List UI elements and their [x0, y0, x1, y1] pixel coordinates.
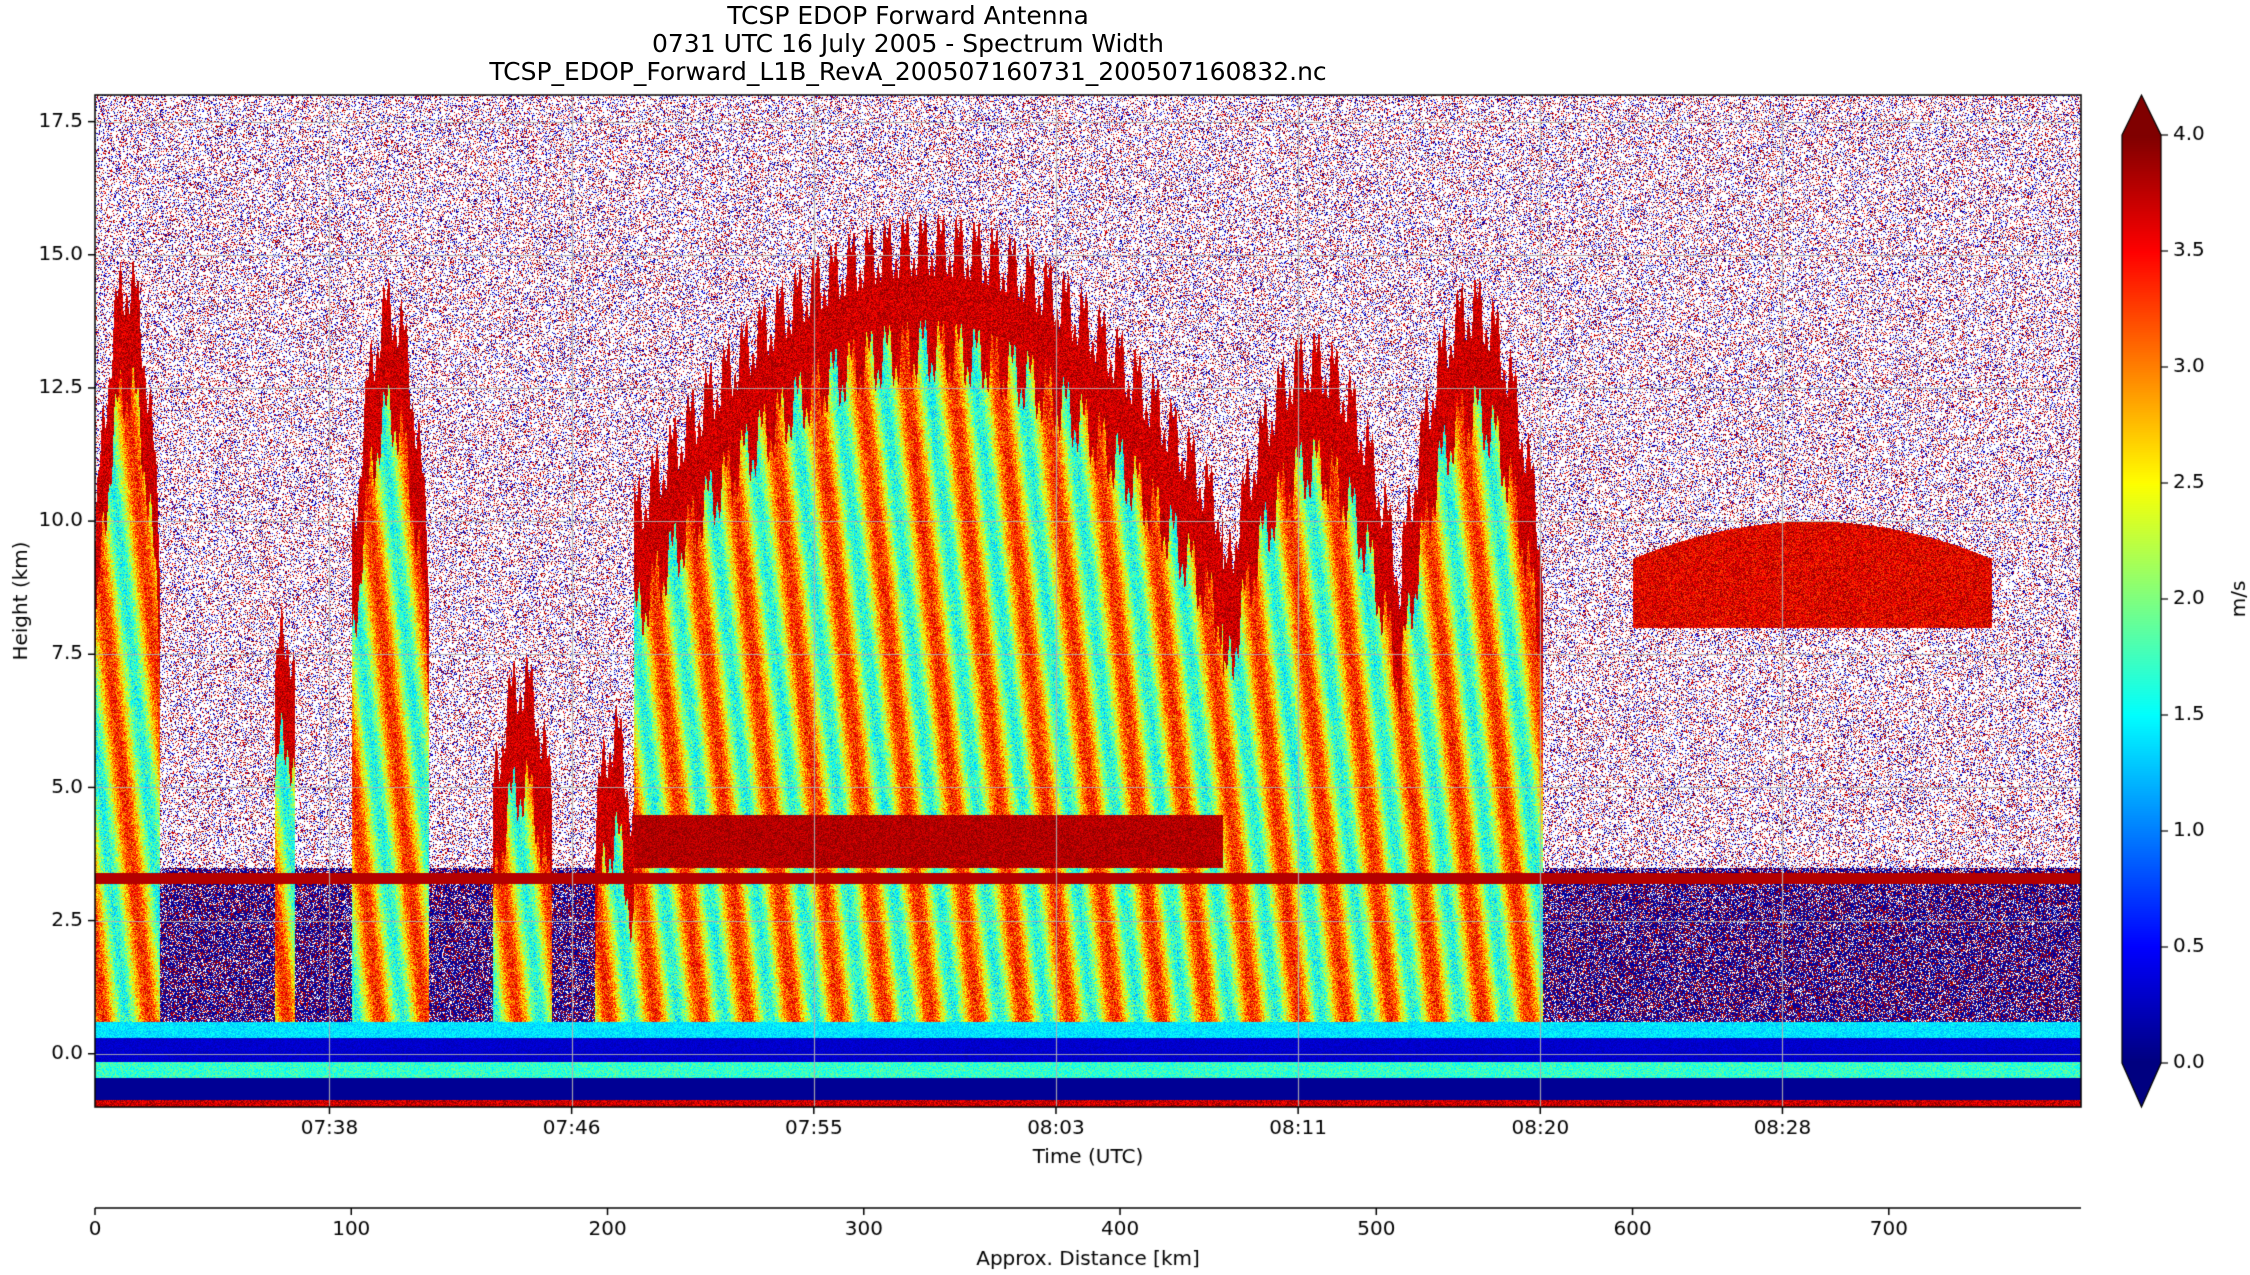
chart-title-line-2: 0731 UTC 16 July 2005 - Spectrum Width: [652, 29, 1164, 58]
chart-title-line-1: TCSP EDOP Forward Antenna: [727, 1, 1089, 30]
chart-title-line-3: TCSP_EDOP_Forward_L1B_RevA_200507160731_…: [489, 57, 1327, 86]
